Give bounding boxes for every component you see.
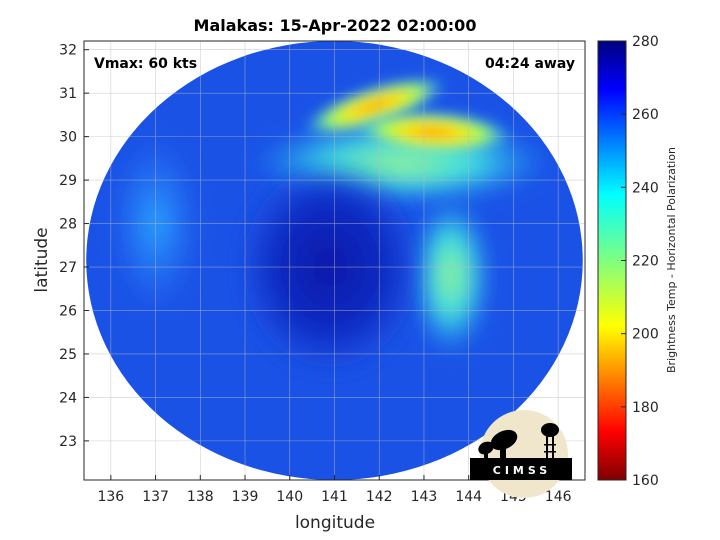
y-tick-label: 27 [59, 260, 77, 276]
feature-northern-warm-band-west [303, 76, 447, 137]
x-tick-label: 139 [232, 489, 259, 505]
colorbar-tick-label: 220 [632, 254, 659, 270]
colorbar-tick-label: 260 [632, 107, 659, 123]
cimss-logo: CIMSS [470, 410, 572, 498]
chart-title: Malakas: 15-Apr-2022 02:00:00 [194, 16, 477, 35]
x-tick-label: 140 [276, 489, 303, 505]
y-axis-label: latitude [32, 227, 52, 292]
colorbar-tick-label: 180 [632, 400, 659, 416]
water-tower-icon [541, 423, 559, 458]
x-tick-label: 138 [187, 489, 214, 505]
x-tick-label: 137 [142, 489, 169, 505]
colorbar-tick-label: 280 [632, 34, 659, 50]
logo-text: CIMSS [493, 464, 551, 477]
x-tick-label: 143 [411, 489, 438, 505]
y-tick-label: 32 [59, 43, 77, 59]
logo-building [470, 458, 572, 480]
y-tick-label: 25 [59, 347, 77, 363]
time-away-annotation: 04:24 away [485, 56, 575, 72]
feature-northern-warm-band-east [353, 109, 513, 155]
colorbar-ticks: 160 180 200 220 240 260 280 [621, 34, 659, 489]
x-ticks: 136 137 138 139 140 141 142 143 144 145 146 [97, 475, 572, 505]
logo-backdrop [480, 410, 568, 498]
colorbar-tick-label: 240 [632, 180, 659, 196]
satellite-dish-icon [478, 429, 518, 460]
colorbar-tick-label: 200 [632, 327, 659, 343]
y-tick-label: 24 [59, 390, 77, 406]
colorbar: 160 180 200 220 240 260 280 Brightness Temp - … [597, 34, 678, 489]
x-axis-label: longitude [295, 513, 375, 533]
x-tick-label: 144 [455, 489, 482, 505]
colorbar-tick-label: 160 [632, 473, 659, 489]
feature-eastern-warm-patch [410, 195, 491, 356]
colorbar-label: Brightness Temp - Horizontal Polarizatio… [665, 147, 678, 373]
grid-lines [84, 41, 585, 480]
y-tick-label: 30 [59, 130, 77, 146]
y-tick-label: 28 [59, 217, 77, 233]
y-ticks: 23 24 25 26 27 28 29 30 31 32 [59, 43, 89, 450]
y-tick-label: 31 [59, 86, 77, 102]
y-tick-label: 26 [59, 303, 77, 319]
y-tick-label: 23 [59, 434, 77, 450]
vmax-annotation: Vmax: 60 kts [94, 56, 197, 72]
y-tick-label: 29 [59, 173, 77, 189]
x-tick-label: 141 [321, 489, 348, 505]
x-tick-label: 146 [545, 489, 572, 505]
x-tick-label: 142 [366, 489, 393, 505]
x-tick-label: 136 [97, 489, 124, 505]
